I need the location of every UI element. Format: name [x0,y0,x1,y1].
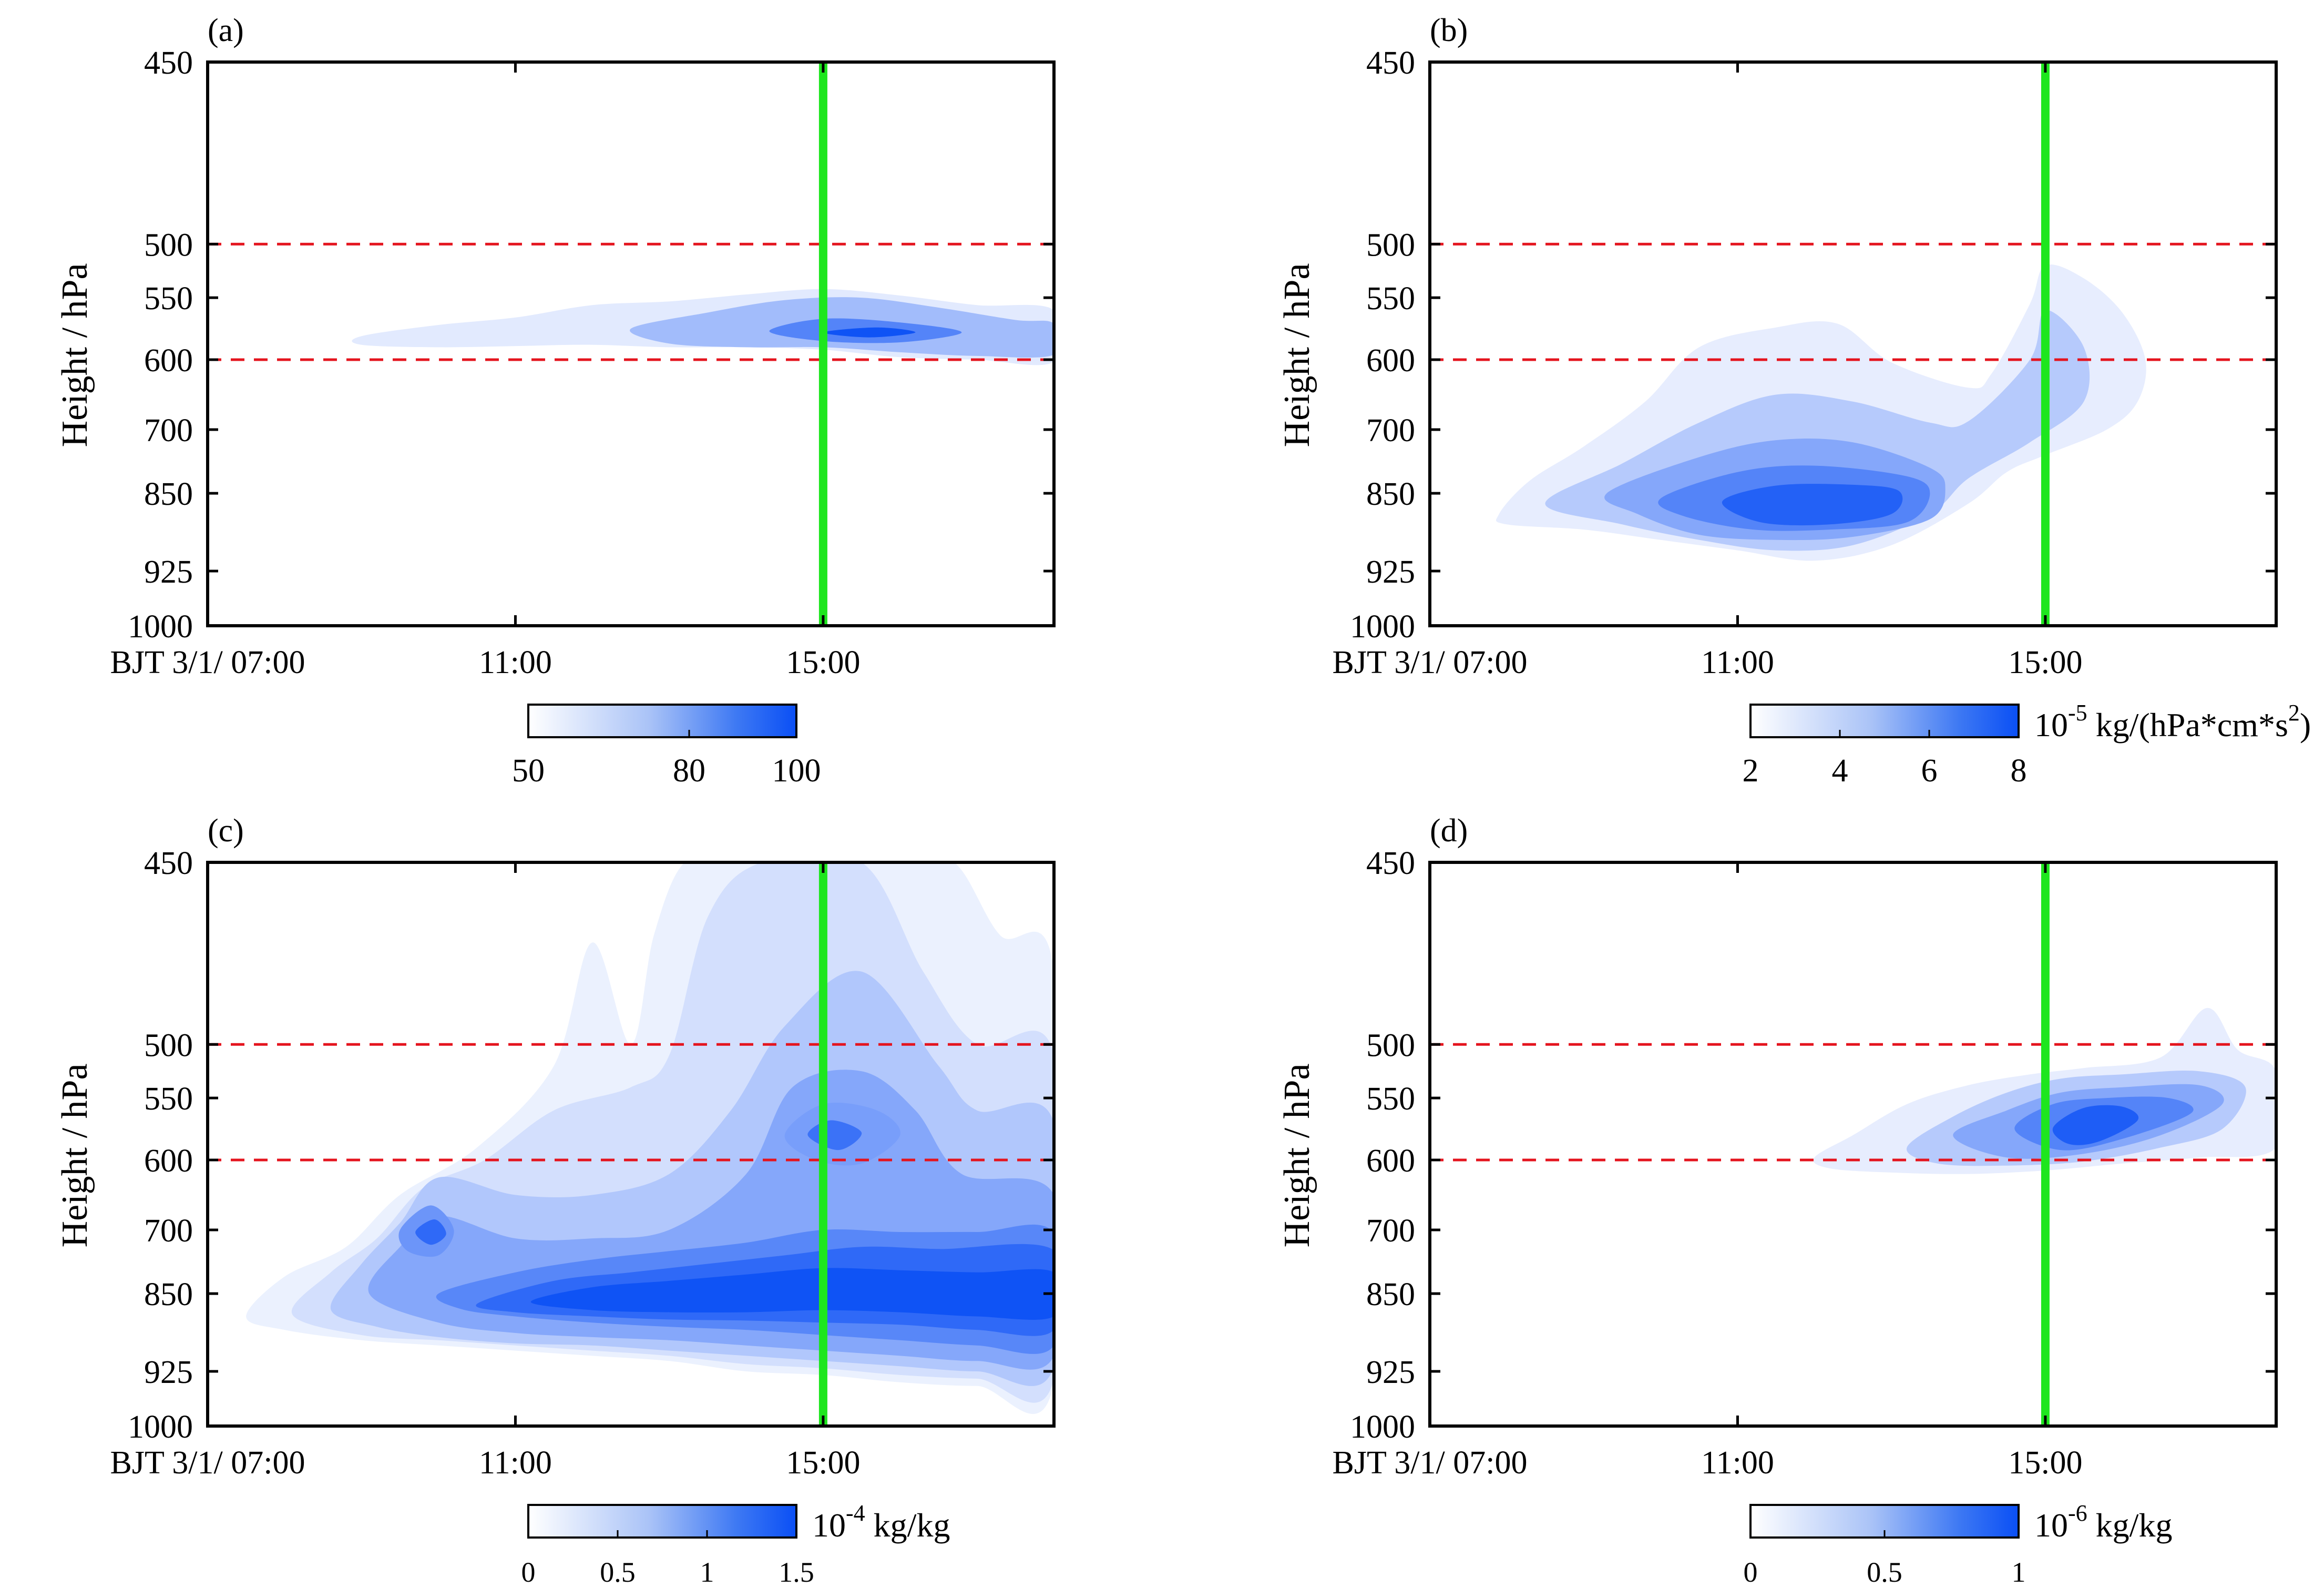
colorbar-tick-label: 0 [521,1556,536,1588]
contour-band [415,1219,446,1245]
y-tick-label: 1000 [128,1409,193,1445]
y-tick-label: 700 [144,413,193,449]
colorbar-tick-label: 100 [772,753,821,789]
y-tick-label: 1000 [1350,609,1415,645]
y-tick-label: 850 [144,1277,193,1312]
colorbar-tick-label: 4 [1832,753,1848,789]
contour-band [2052,1105,2139,1145]
colorbar-tick-label: 0.5 [1867,1556,1902,1588]
y-tick-label: 450 [1366,846,1415,881]
y-tick-label: 550 [1366,281,1415,317]
y-tick-label: 600 [1366,343,1415,379]
y-tick-label: 850 [1366,476,1415,512]
colorbar-tick-label: 80 [673,753,705,789]
y-tick-label: 925 [144,1355,193,1390]
x-tick-label: 11:00 [479,645,552,680]
x-tick-label: 11:00 [1701,1445,1774,1481]
y-tick-label: 500 [1366,1027,1415,1063]
contour-fills [1496,264,2146,561]
y-axis-label: Height / hPa [55,263,95,447]
x-tick-label: 15:00 [786,645,860,680]
colorbar-tick-label: 0 [1744,1556,1758,1588]
x-tick-label: BJT 3/1/ 07:00 [1333,645,1528,680]
contour-fills [246,862,1054,1414]
x-tick-label: 11:00 [1701,645,1774,680]
y-tick-label: 850 [144,476,193,512]
panel-label: (b) [1430,13,1468,48]
y-tick-label: 700 [144,1213,193,1249]
y-tick-label: 925 [1366,1355,1415,1390]
x-tick-label: BJT 3/1/ 07:00 [110,645,305,680]
y-tick-label: 1000 [128,609,193,645]
y-tick-label: 925 [144,554,193,590]
colorbar-tick-label: 6 [1921,753,1938,789]
y-tick-label: 850 [1366,1277,1415,1312]
contour-band [530,1268,1054,1320]
y-tick-label: 925 [1366,554,1415,590]
y-tick-label: 500 [144,1027,193,1063]
colorbar-unit-label: 10-4 kg/kg [812,1500,950,1544]
y-tick-label: 600 [144,1143,193,1179]
y-tick-label: 500 [1366,227,1415,263]
plot-frame [1428,60,2278,627]
x-tick-label: BJT 3/1/ 07:00 [110,1445,305,1481]
y-tick-label: 450 [144,846,193,881]
x-tick-label: 15:00 [2008,645,2082,680]
contour-band [1722,484,1903,526]
y-tick-label: 550 [144,1081,193,1117]
x-tick-label: 15:00 [786,1445,860,1481]
y-tick-label: 700 [1366,1213,1415,1249]
y-axis-label: Height / hPa [1277,1063,1317,1247]
colorbar [527,1504,797,1539]
plot-frame [206,861,1056,1428]
panel-label: (d) [1430,813,1468,849]
y-axis-label: Height / hPa [1277,263,1317,447]
colorbar-tick-label: 1 [700,1556,714,1588]
panel-label: (c) [208,813,244,849]
contour-band [823,327,916,338]
colorbar-unit-label: 10-6 kg/kg [2034,1500,2172,1544]
y-tick-label: 450 [144,45,193,81]
x-tick-label: 15:00 [2008,1445,2082,1481]
colorbar-tick-label: 2 [1743,753,1759,789]
y-tick-label: 550 [1366,1081,1415,1117]
y-tick-label: 600 [1366,1143,1415,1179]
plot-frame [1428,861,2278,1428]
colorbar-tick-label: 1 [2012,1556,2026,1588]
y-tick-label: 700 [1366,413,1415,449]
y-tick-label: 1000 [1350,1409,1415,1445]
y-axis-label: Height / hPa [55,1063,95,1247]
colorbar-tick-label: 50 [512,753,545,789]
x-tick-label: BJT 3/1/ 07:00 [1333,1445,1528,1481]
colorbar [527,704,797,738]
y-tick-label: 550 [144,281,193,317]
x-tick-label: 11:00 [479,1445,552,1481]
plot-frame [206,60,1056,627]
colorbar-tick-label: 0.5 [600,1556,636,1588]
colorbar [1749,704,2020,738]
contour-fills [352,289,1054,365]
panel-label: (a) [208,13,244,48]
colorbar-tick-label: 8 [2011,753,2027,789]
y-tick-label: 450 [1366,45,1415,81]
y-tick-label: 500 [144,227,193,263]
colorbar-unit-label: 10-5 kg/(hPa*cm*s2) [2034,700,2311,744]
y-tick-label: 600 [144,343,193,379]
colorbar-tick-label: 1.5 [779,1556,814,1588]
